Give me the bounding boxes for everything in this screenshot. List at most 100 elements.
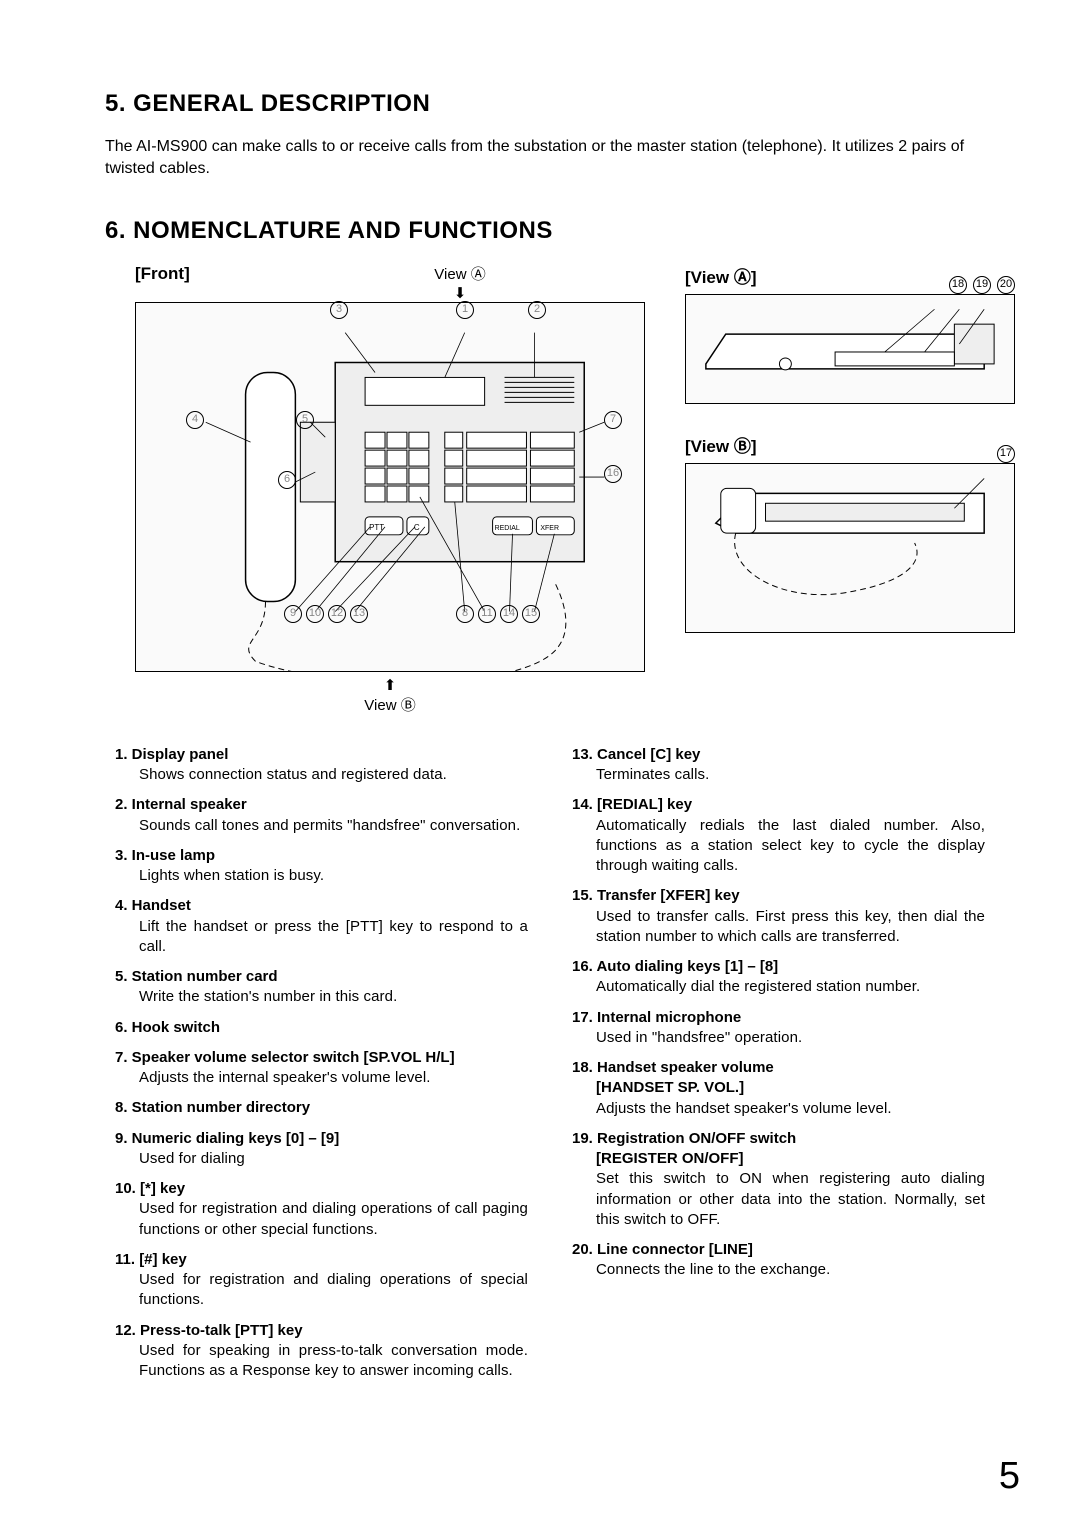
definition-item: 13. Cancel [C] keyTerminates calls. [572, 745, 985, 786]
callout-5: 5 [296, 411, 314, 429]
view-a-top-label: View Ⓐ [434, 266, 485, 283]
callout-1: 1 [456, 301, 474, 319]
definition-desc: Used to transfer calls. First press this… [572, 907, 985, 948]
definition-desc: Automatically redials the last dialed nu… [572, 816, 985, 877]
definition-title: 20. Line connector [LINE] [572, 1240, 985, 1260]
definition-title: 4. Handset [115, 896, 528, 916]
callout-7: 7 [604, 411, 622, 429]
definitions-columns: 1. Display panelShows connection status … [105, 745, 985, 1392]
callout-19: 19 [973, 276, 991, 294]
definition-desc: Used for registration and dialing operat… [115, 1270, 528, 1311]
definition-item: 7. Speaker volume selector switch [SP.VO… [115, 1048, 528, 1089]
definition-item: 4. HandsetLift the handset or press the … [115, 896, 528, 957]
definition-title: 16. Auto dialing keys [1] – [8] [572, 957, 985, 977]
definition-title: 18. Handset speaker volume [572, 1058, 985, 1078]
definition-title: 19. Registration ON/OFF switch [572, 1129, 985, 1149]
arrow-up-icon [384, 677, 397, 694]
definition-desc: Used for registration and dialing operat… [115, 1199, 528, 1240]
definition-desc: Set this switch to ON when registering a… [572, 1169, 985, 1230]
definition-desc: Used for speaking in press-to-talk conve… [115, 1341, 528, 1382]
definitions-col1: 1. Display panelShows connection status … [115, 745, 528, 1392]
definition-title: 6. Hook switch [115, 1018, 528, 1038]
definition-item: 15. Transfer [XFER] keyUsed to transfer … [572, 886, 985, 947]
definition-title-line: [HANDSET SP. VOL.] [572, 1078, 985, 1098]
callout-14: 14 [500, 605, 518, 623]
view-a-diagram [685, 294, 1015, 404]
definition-title-line: [REGISTER ON/OFF] [572, 1149, 985, 1169]
definition-title: 12. Press-to-talk [PTT] key [115, 1321, 528, 1341]
definition-title: 5. Station number card [115, 967, 528, 987]
callout-2: 2 [528, 301, 546, 319]
definition-item: 20. Line connector [LINE]Connects the li… [572, 1240, 985, 1281]
section6-heading: 6. NOMENCLATURE AND FUNCTIONS [105, 217, 985, 245]
definition-title: 9. Numeric dialing keys [0] – [9] [115, 1129, 528, 1149]
svg-text:REDIAL: REDIAL [495, 525, 520, 532]
definition-title: 2. Internal speaker [115, 795, 528, 815]
definition-desc: Connects the line to the exchange. [572, 1260, 985, 1280]
front-diagram-svg: PTT C REDIAL XFER [136, 302, 644, 672]
definition-desc: Sounds call tones and permits "handsfree… [115, 816, 528, 836]
definition-title: 8. Station number directory [115, 1098, 528, 1118]
definition-item: 17. Internal microphoneUsed in "handsfre… [572, 1008, 985, 1049]
arrow-down-icon [454, 285, 467, 302]
callout-8: 8 [456, 605, 474, 623]
callout-11: 11 [478, 605, 496, 623]
definition-item: 5. Station number cardWrite the station'… [115, 967, 528, 1008]
page-number: 5 [999, 1455, 1020, 1498]
callout-16: 16 [604, 465, 622, 483]
definition-item: 12. Press-to-talk [PTT] keyUsed for spea… [115, 1321, 528, 1382]
figure-side-wrap: [View Ⓐ] 18 19 20 [View Ⓑ] [685, 263, 1015, 715]
definition-title: 14. [REDIAL] key [572, 795, 985, 815]
callout-6: 6 [278, 471, 296, 489]
definition-title: 10. [*] key [115, 1179, 528, 1199]
definition-title: 3. In-use lamp [115, 846, 528, 866]
callout-12: 12 [328, 605, 346, 623]
view-a-label: [View Ⓐ] [685, 263, 756, 288]
callout-17: 17 [997, 445, 1015, 463]
definition-item: 11. [#] keyUsed for registration and dia… [115, 1250, 528, 1311]
definition-desc: Used for dialing [115, 1149, 528, 1169]
front-diagram: PTT C REDIAL XFER [135, 302, 645, 672]
definition-desc: Write the station's number in this card. [115, 987, 528, 1007]
definition-title: 1. Display panel [115, 745, 528, 765]
definition-item: 14. [REDIAL] keyAutomatically redials th… [572, 795, 985, 876]
definition-item: 19. Registration ON/OFF switch[REGISTER … [572, 1129, 985, 1230]
definition-item: 8. Station number directory [115, 1098, 528, 1118]
definition-item: 2. Internal speakerSounds call tones and… [115, 795, 528, 836]
definition-desc: Shows connection status and registered d… [115, 765, 528, 785]
callout-9: 9 [284, 605, 302, 623]
definition-item: 9. Numeric dialing keys [0] – [9]Used fo… [115, 1129, 528, 1170]
front-label: [Front] [135, 264, 275, 284]
definition-desc: Used in "handsfree" operation. [572, 1028, 985, 1048]
callout-3: 3 [330, 301, 348, 319]
definition-title: 11. [#] key [115, 1250, 528, 1270]
definition-title: 15. Transfer [XFER] key [572, 886, 985, 906]
definition-desc: Adjusts the internal speaker's volume le… [115, 1068, 528, 1088]
figure-row: [Front] View Ⓐ [105, 263, 985, 715]
callout-18: 18 [949, 276, 967, 294]
definition-item: 6. Hook switch [115, 1018, 528, 1038]
view-b-diagram [685, 463, 1015, 633]
definition-desc: Adjusts the handset speaker's volume lev… [572, 1099, 985, 1119]
definition-title: 7. Speaker volume selector switch [SP.VO… [115, 1048, 528, 1068]
callout-20: 20 [997, 276, 1015, 294]
svg-text:XFER: XFER [540, 525, 559, 532]
definition-item: 16. Auto dialing keys [1] – [8]Automatic… [572, 957, 985, 998]
definition-desc: Terminates calls. [572, 765, 985, 785]
definition-title: 17. Internal microphone [572, 1008, 985, 1028]
callout-10: 10 [306, 605, 324, 623]
view-b-bottom-label: View Ⓑ [364, 697, 415, 714]
definition-item: 10. [*] keyUsed for registration and dia… [115, 1179, 528, 1240]
definitions-col2: 13. Cancel [C] keyTerminates calls. 14. [… [572, 745, 985, 1392]
section5-body: The AI-MS900 can make calls to or receiv… [105, 136, 985, 181]
callout-15: 15 [522, 605, 540, 623]
definition-item: 3. In-use lampLights when station is bus… [115, 846, 528, 887]
figure-front-wrap: [Front] View Ⓐ [135, 263, 645, 715]
definition-item: 1. Display panelShows connection status … [115, 745, 528, 786]
callout-13: 13 [350, 605, 368, 623]
callout-4: 4 [186, 411, 204, 429]
definition-title: 13. Cancel [C] key [572, 745, 985, 765]
view-b-label: [View Ⓑ] [685, 432, 756, 457]
definition-desc: Lift the handset or press the [PTT] key … [115, 917, 528, 958]
section5-heading: 5. GENERAL DESCRIPTION [105, 90, 985, 118]
